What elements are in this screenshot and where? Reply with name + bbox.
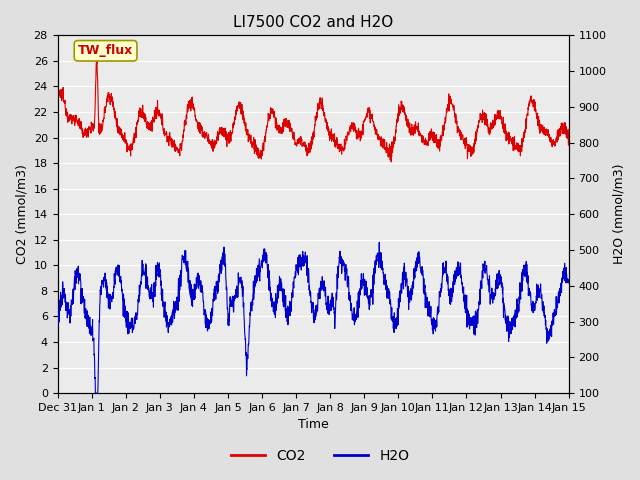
- Legend: CO2, H2O: CO2, H2O: [225, 443, 415, 468]
- Y-axis label: CO2 (mmol/m3): CO2 (mmol/m3): [15, 164, 28, 264]
- Title: LI7500 CO2 and H2O: LI7500 CO2 and H2O: [233, 15, 393, 30]
- Y-axis label: H2O (mmol/m3): H2O (mmol/m3): [612, 164, 625, 264]
- Text: TW_flux: TW_flux: [78, 44, 133, 57]
- X-axis label: Time: Time: [298, 419, 328, 432]
